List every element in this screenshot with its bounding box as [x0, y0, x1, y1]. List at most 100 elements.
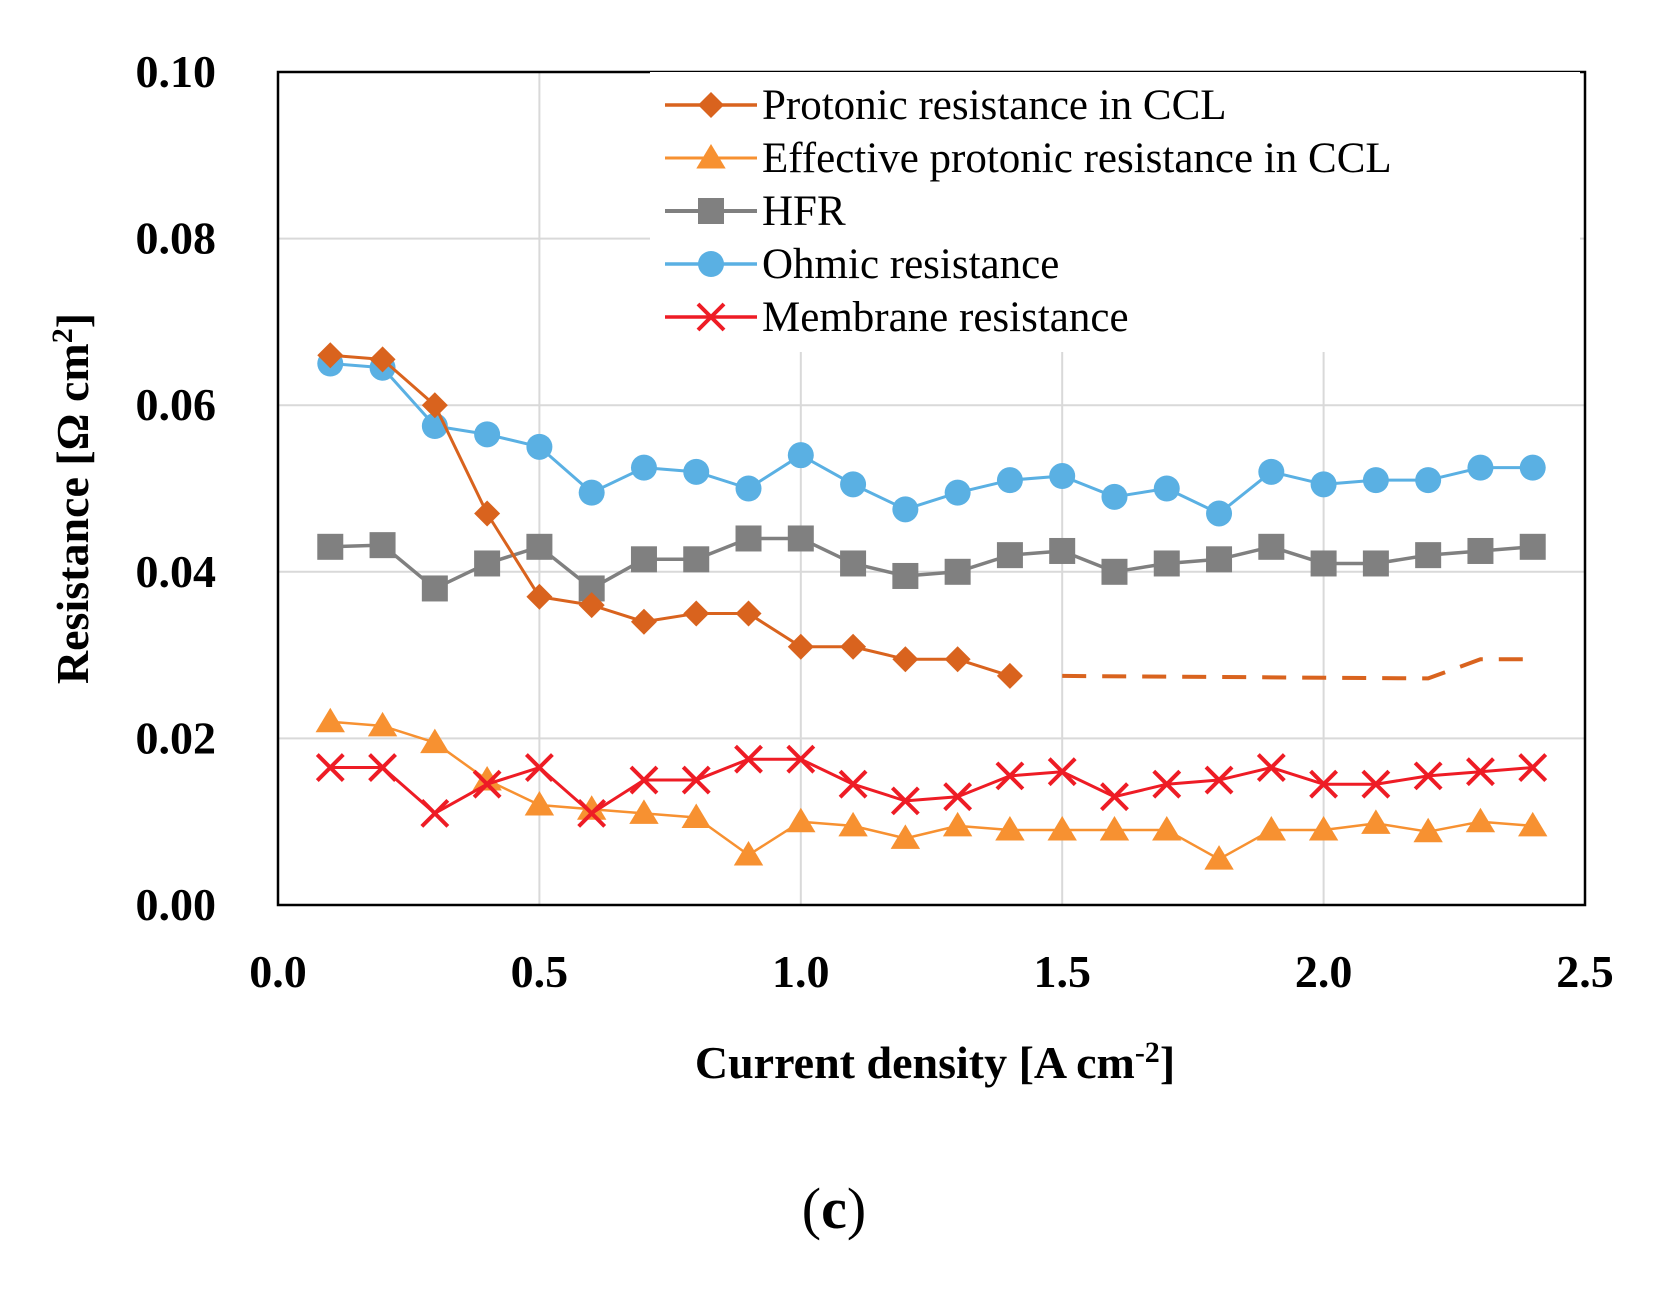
- data-point-marker: [1362, 467, 1389, 494]
- panel-label-close-paren: ): [847, 1176, 866, 1241]
- data-point-marker: [683, 600, 710, 627]
- data-point-marker: [942, 811, 973, 837]
- data-point-marker: [367, 711, 398, 737]
- data-point-marker: [1049, 537, 1076, 564]
- data-point-marker: [787, 442, 814, 469]
- legend-marker: [698, 251, 724, 277]
- data-point-marker: [786, 807, 816, 833]
- data-point-marker: [735, 600, 762, 627]
- series-hfr: [317, 525, 1546, 602]
- legend-marker: [698, 198, 724, 224]
- legend: Protonic resistance in CCL Effective prot…: [650, 72, 1580, 352]
- data-point-marker: [315, 707, 345, 733]
- data-point-marker: [1308, 816, 1339, 841]
- data-point-marker: [890, 786, 920, 816]
- data-point-marker: [890, 824, 921, 849]
- data-point-marker: [838, 769, 868, 799]
- data-point-marker: [1049, 463, 1076, 490]
- data-point-marker: [474, 500, 501, 527]
- y-tick-label: 0.06: [136, 379, 217, 430]
- data-point-marker: [1206, 500, 1233, 527]
- data-point-marker: [1467, 537, 1494, 564]
- legend-entry: Effective protonic resistance in CCL: [665, 135, 1392, 182]
- data-point-marker: [421, 575, 448, 602]
- data-point-marker: [1256, 816, 1287, 841]
- data-point-marker: [683, 458, 710, 485]
- data-point-marker: [578, 479, 605, 506]
- data-point-marker: [1361, 769, 1391, 799]
- data-point-marker: [943, 782, 973, 812]
- data-point-marker: [315, 753, 345, 782]
- data-point-marker: [1100, 782, 1129, 812]
- data-point-marker: [1101, 558, 1128, 585]
- legend-label: Protonic resistance in CCL: [762, 82, 1227, 129]
- y-axis-title: Resistance [Ω cm2]: [46, 313, 98, 684]
- data-point-marker: [369, 346, 396, 373]
- data-point-marker: [577, 798, 607, 828]
- x-axis-title-superscript: -2: [1135, 1036, 1160, 1069]
- data-point-marker: [524, 791, 555, 816]
- data-point-marker: [1258, 458, 1285, 485]
- legend-marker: [698, 92, 724, 118]
- data-point-marker: [840, 550, 867, 577]
- data-point-marker: [1413, 817, 1443, 843]
- data-point-marker: [1047, 757, 1077, 787]
- data-point-marker: [1258, 533, 1285, 560]
- data-point-marker: [996, 467, 1023, 494]
- legend-entry: HFR: [665, 188, 846, 235]
- x-tick-label: 0.0: [249, 946, 307, 997]
- data-point-marker: [1310, 471, 1337, 498]
- series-line: [330, 720, 1533, 861]
- data-point-marker: [1152, 816, 1182, 841]
- legend-label: Effective protonic resistance in CCL: [762, 135, 1392, 182]
- data-point-marker: [317, 533, 344, 560]
- data-point-marker: [787, 525, 814, 552]
- data-point-marker: [892, 562, 919, 589]
- y-tick-label: 0.00: [136, 879, 217, 930]
- series-line: [330, 362, 1533, 515]
- series-layer: [315, 342, 1548, 870]
- data-point-marker: [317, 342, 344, 369]
- legend-background: [650, 72, 1580, 352]
- x-axis-tick-labels: 0.0 0.5 1.0 1.5 2.0 2.5: [249, 946, 1614, 997]
- data-point-marker: [578, 592, 605, 619]
- series-protonic-resistance-in-ccl: [317, 342, 1533, 689]
- data-point-marker: [1361, 809, 1391, 834]
- panel-label: (c): [802, 1176, 866, 1241]
- x-tick-label: 2.0: [1295, 946, 1353, 997]
- y-axis-tick-labels: 0.00 0.02 0.04 0.06 0.08 0.10: [136, 46, 217, 930]
- panel-label-letter: c: [821, 1176, 847, 1241]
- y-tick-label: 0.02: [136, 712, 217, 763]
- legend-label: Membrane resistance: [762, 294, 1129, 341]
- data-point-marker: [995, 761, 1025, 791]
- y-axis-title-superscript: 2: [46, 328, 79, 343]
- y-tick-label: 0.04: [136, 546, 217, 597]
- data-point-marker: [526, 533, 553, 560]
- data-point-marker: [944, 646, 971, 673]
- data-point-marker: [1099, 816, 1130, 841]
- data-point-marker: [369, 532, 396, 559]
- data-point-marker: [474, 550, 501, 577]
- x-axis-title: Current density [A cm-2]: [695, 1036, 1175, 1088]
- data-point-marker: [1467, 454, 1494, 481]
- data-point-marker: [472, 766, 502, 791]
- data-point-marker: [892, 496, 919, 523]
- series-effective-protonic-resistance-in-ccl: [315, 707, 1548, 870]
- data-point-marker: [1153, 475, 1180, 502]
- legend-marker: [696, 144, 726, 169]
- data-point-marker: [576, 795, 607, 820]
- data-point-marker: [1204, 765, 1234, 795]
- data-point-marker: [786, 744, 816, 774]
- data-point-marker: [526, 583, 553, 610]
- data-point-marker: [787, 633, 814, 660]
- series-dashed-extension: [1062, 657, 1533, 681]
- data-point-marker: [420, 798, 450, 828]
- data-point-marker: [420, 728, 450, 754]
- data-point-marker: [840, 471, 867, 498]
- series-membrane-resistance: [315, 744, 1548, 828]
- y-tick-label: 0.08: [136, 213, 217, 264]
- data-point-marker: [892, 646, 919, 673]
- data-point-marker: [681, 765, 711, 795]
- data-point-marker: [472, 769, 502, 799]
